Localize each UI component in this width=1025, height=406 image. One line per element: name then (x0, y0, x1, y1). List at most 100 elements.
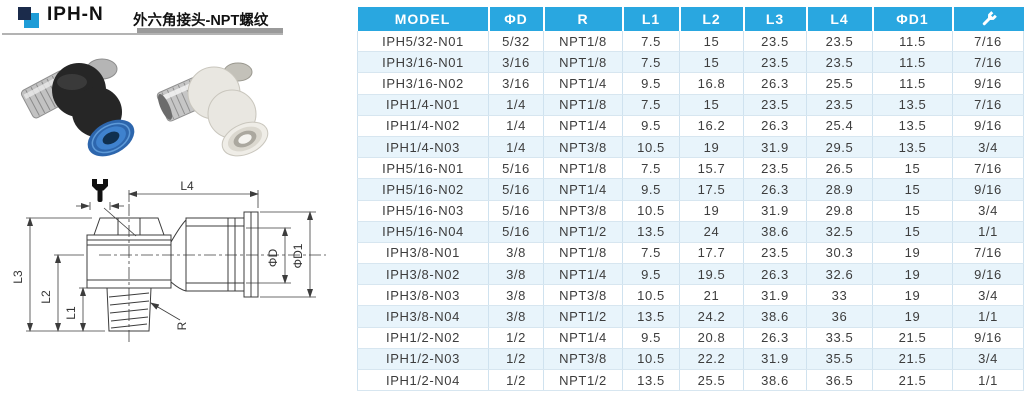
cell-l4: 29.8 (806, 200, 873, 222)
cell-l4: 23.5 (806, 94, 873, 116)
table-row: IPH1/2-N04 1/2 NPT1/2 13.5 25.5 38.6 36.5 21.5 1… (357, 369, 1024, 392)
series-code-title: IPH-N (47, 4, 104, 25)
cell-r: NPT1/2 (543, 305, 623, 328)
cell-wrench-size: 3/4 (952, 284, 1024, 307)
cell-l2: 20.8 (679, 327, 744, 349)
cell-l2: 22.2 (679, 348, 744, 371)
cell-model: IPH3/8-N03 (357, 284, 489, 307)
cell-wrench-size: 9/16 (952, 115, 1024, 137)
cell-phi-d1: 13.5 (872, 94, 953, 116)
cell-wrench-size: 1/1 (952, 221, 1024, 243)
cell-r: NPT1/2 (543, 221, 623, 243)
cell-l4: 32.5 (806, 221, 873, 243)
cell-phi-d: 3/8 (488, 263, 544, 286)
cell-l2: 15 (679, 94, 744, 116)
cell-model: IPH3/8-N04 (357, 305, 489, 328)
cell-model: IPH1/2-N04 (357, 369, 489, 392)
col-header-l2: L2 (679, 7, 745, 31)
cell-l3: 23.5 (743, 31, 807, 53)
cell-r: NPT3/8 (543, 200, 623, 222)
table-row: IPH1/2-N02 1/2 NPT1/4 9.5 20.8 26.3 33.5 21.5 9/… (357, 327, 1024, 349)
dimension-diagram: L4 L3 L2 L1 ΦD ΦD1 R (11, 179, 326, 344)
title-divider-line (2, 33, 283, 35)
cell-phi-d1: 21.5 (872, 369, 953, 392)
col-header-phi-d1: ΦD1 (872, 7, 954, 31)
cell-l4: 28.9 (806, 178, 873, 201)
cell-model: IPH5/16-N03 (357, 200, 489, 222)
cell-r: NPT1/8 (543, 157, 623, 180)
cell-l4: 35.5 (806, 348, 873, 371)
cell-l2: 19.5 (679, 263, 744, 286)
cell-model: IPH3/16-N02 (357, 72, 489, 95)
cell-phi-d1: 11.5 (872, 31, 953, 53)
wrench-icon (982, 11, 997, 26)
cell-phi-d: 5/32 (488, 31, 544, 53)
dim-label-l1: L1 (64, 306, 78, 320)
thread-bore (158, 94, 173, 120)
cell-l3: 31.9 (743, 136, 807, 159)
cell-l1: 7.5 (622, 94, 680, 116)
cell-l4: 26.5 (806, 157, 873, 180)
cell-l4: 30.3 (806, 242, 873, 265)
cell-l3: 26.3 (743, 178, 807, 201)
cell-l1: 7.5 (622, 242, 680, 265)
dim-label-l2: L2 (39, 290, 53, 304)
spec-table: MODEL ΦD R L1 L2 L3 L4 ΦD1 IPH5/ (357, 7, 1024, 392)
table-row: IPH1/4-N01 1/4 NPT1/8 7.5 15 23.5 23.5 13.5 7/16 (357, 94, 1024, 116)
cell-l4: 23.5 (806, 51, 873, 74)
col-header-r: R (543, 7, 624, 31)
cell-model: IPH5/16-N04 (357, 221, 489, 243)
cell-l1: 9.5 (622, 327, 680, 349)
cell-l3: 31.9 (743, 348, 807, 371)
cell-wrench-size: 7/16 (952, 51, 1024, 74)
cell-model: IPH5/16-N02 (357, 178, 489, 201)
cell-l4: 36.5 (806, 369, 873, 392)
cell-phi-d: 5/16 (488, 178, 544, 201)
cell-model: IPH3/16-N01 (357, 51, 489, 74)
cell-phi-d1: 19 (872, 305, 953, 328)
cell-l1: 9.5 (622, 115, 680, 137)
cell-model: IPH1/4-N01 (357, 94, 489, 116)
cell-l4: 29.5 (806, 136, 873, 159)
spec-table-body: IPH5/32-N01 5/32 NPT1/8 7.5 15 23.5 23.5 11.5 7/… (357, 31, 1024, 392)
cell-phi-d1: 19 (872, 284, 953, 307)
cell-l1: 9.5 (622, 178, 680, 201)
cell-l1: 7.5 (622, 31, 680, 53)
cell-l2: 16.8 (679, 72, 744, 95)
cell-phi-d1: 15 (872, 157, 953, 180)
cell-r: NPT3/8 (543, 136, 623, 159)
cell-l2: 17.5 (679, 178, 744, 201)
cell-r: NPT1/4 (543, 327, 623, 349)
cell-phi-d: 1/2 (488, 327, 544, 349)
cell-l1: 13.5 (622, 369, 680, 392)
cell-wrench-size: 7/16 (952, 242, 1024, 265)
table-header-row: MODEL ΦD R L1 L2 L3 L4 ΦD1 (357, 7, 1024, 31)
col-header-l3: L3 (743, 7, 808, 31)
table-row: IPH3/8-N03 3/8 NPT3/8 10.5 21 31.9 33 19 3/4 (357, 284, 1024, 307)
dim-label-r: R (175, 321, 189, 330)
cell-wrench-size: 9/16 (952, 72, 1024, 95)
cell-r: NPT1/8 (543, 242, 623, 265)
cell-l1: 10.5 (622, 200, 680, 222)
cell-phi-d1: 19 (872, 242, 953, 265)
table-row: IPH3/16-N02 3/16 NPT1/4 9.5 16.8 26.3 25.5 11.5… (357, 72, 1024, 95)
product-photo-black-fitting (20, 58, 135, 157)
cell-l4: 36 (806, 305, 873, 328)
cell-l3: 38.6 (743, 305, 807, 328)
cell-phi-d1: 21.5 (872, 327, 953, 349)
cell-phi-d1: 11.5 (872, 72, 953, 95)
cell-l3: 26.3 (743, 72, 807, 95)
cell-l4: 23.5 (806, 31, 873, 53)
cell-l1: 13.5 (622, 221, 680, 243)
cell-model: IPH1/2-N03 (357, 348, 489, 371)
cell-wrench-size: 3/4 (952, 200, 1024, 222)
col-header-model: MODEL (357, 7, 490, 31)
table-row: IPH3/8-N01 3/8 NPT1/8 7.5 17.7 23.5 30.3 19 7/16 (357, 242, 1024, 265)
cell-phi-d1: 15 (872, 178, 953, 201)
cell-phi-d: 1/4 (488, 136, 544, 159)
cell-l4: 33 (806, 284, 873, 307)
cell-model: IPH5/16-N01 (357, 157, 489, 180)
cell-model: IPH1/4-N03 (357, 136, 489, 159)
cell-l4: 25.5 (806, 72, 873, 95)
